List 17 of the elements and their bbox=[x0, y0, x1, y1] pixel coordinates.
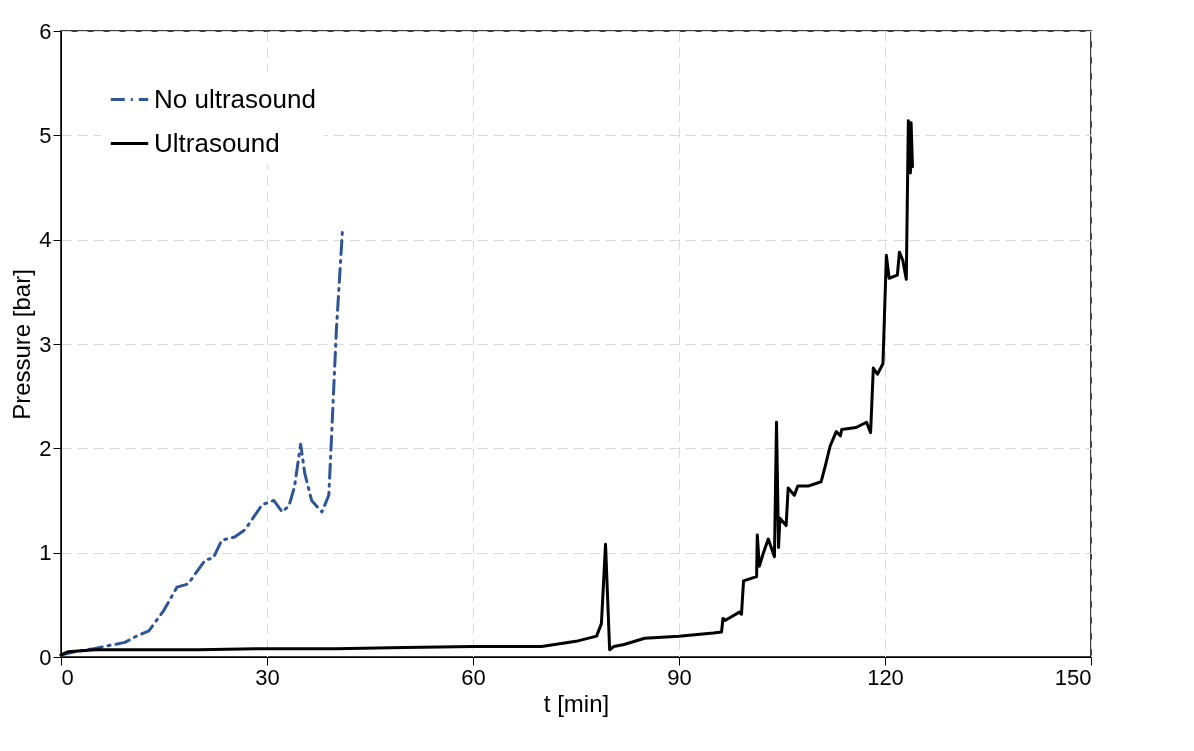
y-tick-label: 1 bbox=[39, 540, 52, 566]
legend-label: No ultrasound bbox=[154, 83, 316, 114]
x-axis-title: t [min] bbox=[543, 689, 610, 717]
x-tick-label: 120 bbox=[867, 664, 904, 690]
y-tick-label: 6 bbox=[39, 18, 52, 44]
y-tick-label: 3 bbox=[39, 331, 52, 357]
y-tick-label: 2 bbox=[39, 435, 52, 461]
y-tick-label: 0 bbox=[39, 644, 52, 670]
y-axis-title: Pressure [bar] bbox=[8, 269, 36, 420]
y-tick-label: 5 bbox=[39, 122, 52, 148]
x-tick-label: 0 bbox=[61, 664, 74, 690]
legend-label: Ultrasound bbox=[154, 127, 280, 158]
x-tick-label: 30 bbox=[255, 664, 280, 690]
x-tick-label: 60 bbox=[461, 664, 486, 690]
y-tick-label: 4 bbox=[39, 227, 52, 253]
x-tick-label: 150 bbox=[1054, 664, 1092, 690]
x-tick-label: 90 bbox=[667, 664, 692, 690]
